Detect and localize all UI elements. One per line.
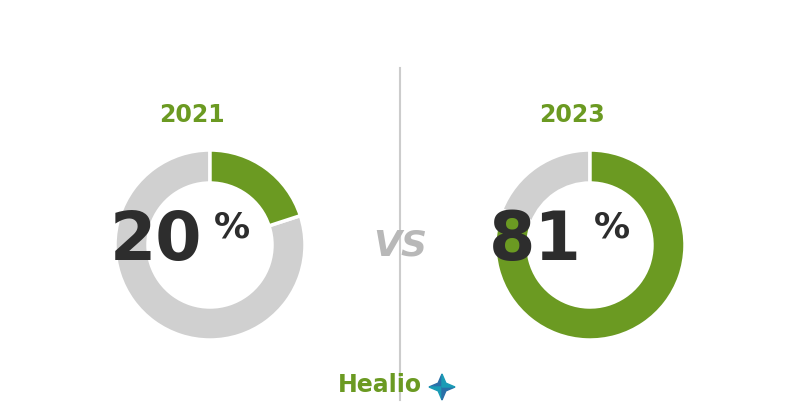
Text: 20: 20 xyxy=(110,208,202,274)
Polygon shape xyxy=(442,387,455,400)
Wedge shape xyxy=(502,150,590,222)
Wedge shape xyxy=(115,150,305,340)
Text: Current usage of remote patient monitoring among providers:: Current usage of remote patient monitori… xyxy=(57,19,743,39)
Text: VS: VS xyxy=(373,228,427,262)
Polygon shape xyxy=(429,387,442,400)
Text: 81: 81 xyxy=(489,208,582,274)
Wedge shape xyxy=(210,150,300,226)
Polygon shape xyxy=(429,374,442,387)
Text: Healio: Healio xyxy=(338,373,422,397)
Text: 2021: 2021 xyxy=(159,103,225,127)
Text: 2023: 2023 xyxy=(539,103,605,127)
Wedge shape xyxy=(495,150,685,340)
Text: %: % xyxy=(594,210,630,244)
Polygon shape xyxy=(442,374,455,387)
Text: %: % xyxy=(214,210,250,244)
